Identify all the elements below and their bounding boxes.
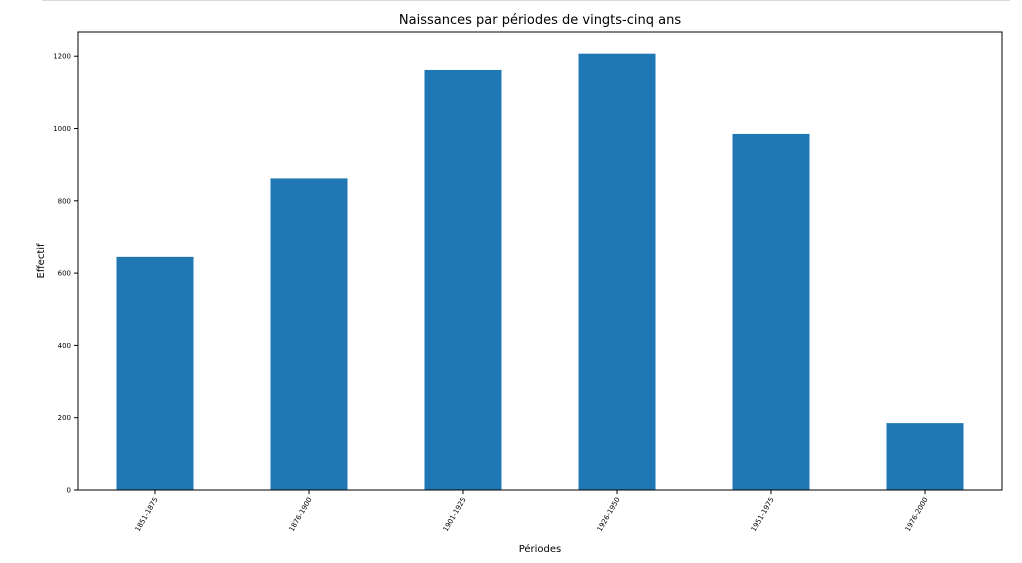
x-tick-label: 1976-2000 (904, 496, 930, 533)
x-tick-label: 1951-1975 (750, 496, 776, 533)
y-axis-label: Effectif (36, 243, 47, 279)
y-tick-label: 0 (67, 487, 71, 495)
x-axis-label: Périodes (519, 543, 562, 555)
bar-1976-2000 (886, 423, 964, 490)
y-tick-label: 1000 (53, 125, 71, 133)
x-tick-label: 1876-1900 (288, 496, 314, 533)
plot-frame (77, 31, 1003, 491)
bars-group (116, 53, 964, 491)
y-tick-label: 200 (58, 414, 71, 422)
bar-1926-1950 (578, 53, 656, 491)
x-axis-ticks: 1851-1875 1876-1900 1901-1925 1926-1950 1951… (134, 490, 930, 533)
x-tick-label: 1926-1950 (596, 496, 622, 533)
y-tick-label: 1200 (53, 53, 71, 61)
bar-1851-1875 (116, 256, 194, 490)
y-tick-label: 400 (58, 342, 71, 350)
x-tick-label: 1901-1925 (442, 496, 468, 533)
bar-1901-1925 (424, 69, 502, 490)
top-divider (42, 0, 1010, 1)
bar-1951-1975 (732, 133, 810, 491)
chart-title: Naissances par périodes de vingts-cinq a… (399, 13, 681, 28)
x-tick-label: 1851-1875 (134, 496, 160, 533)
y-tick-label: 800 (58, 197, 71, 205)
bar-1876-1900 (270, 178, 348, 490)
y-axis-ticks: 0 200 400 600 800 1000 1200 (53, 53, 78, 495)
y-tick-label: 600 (58, 270, 71, 278)
